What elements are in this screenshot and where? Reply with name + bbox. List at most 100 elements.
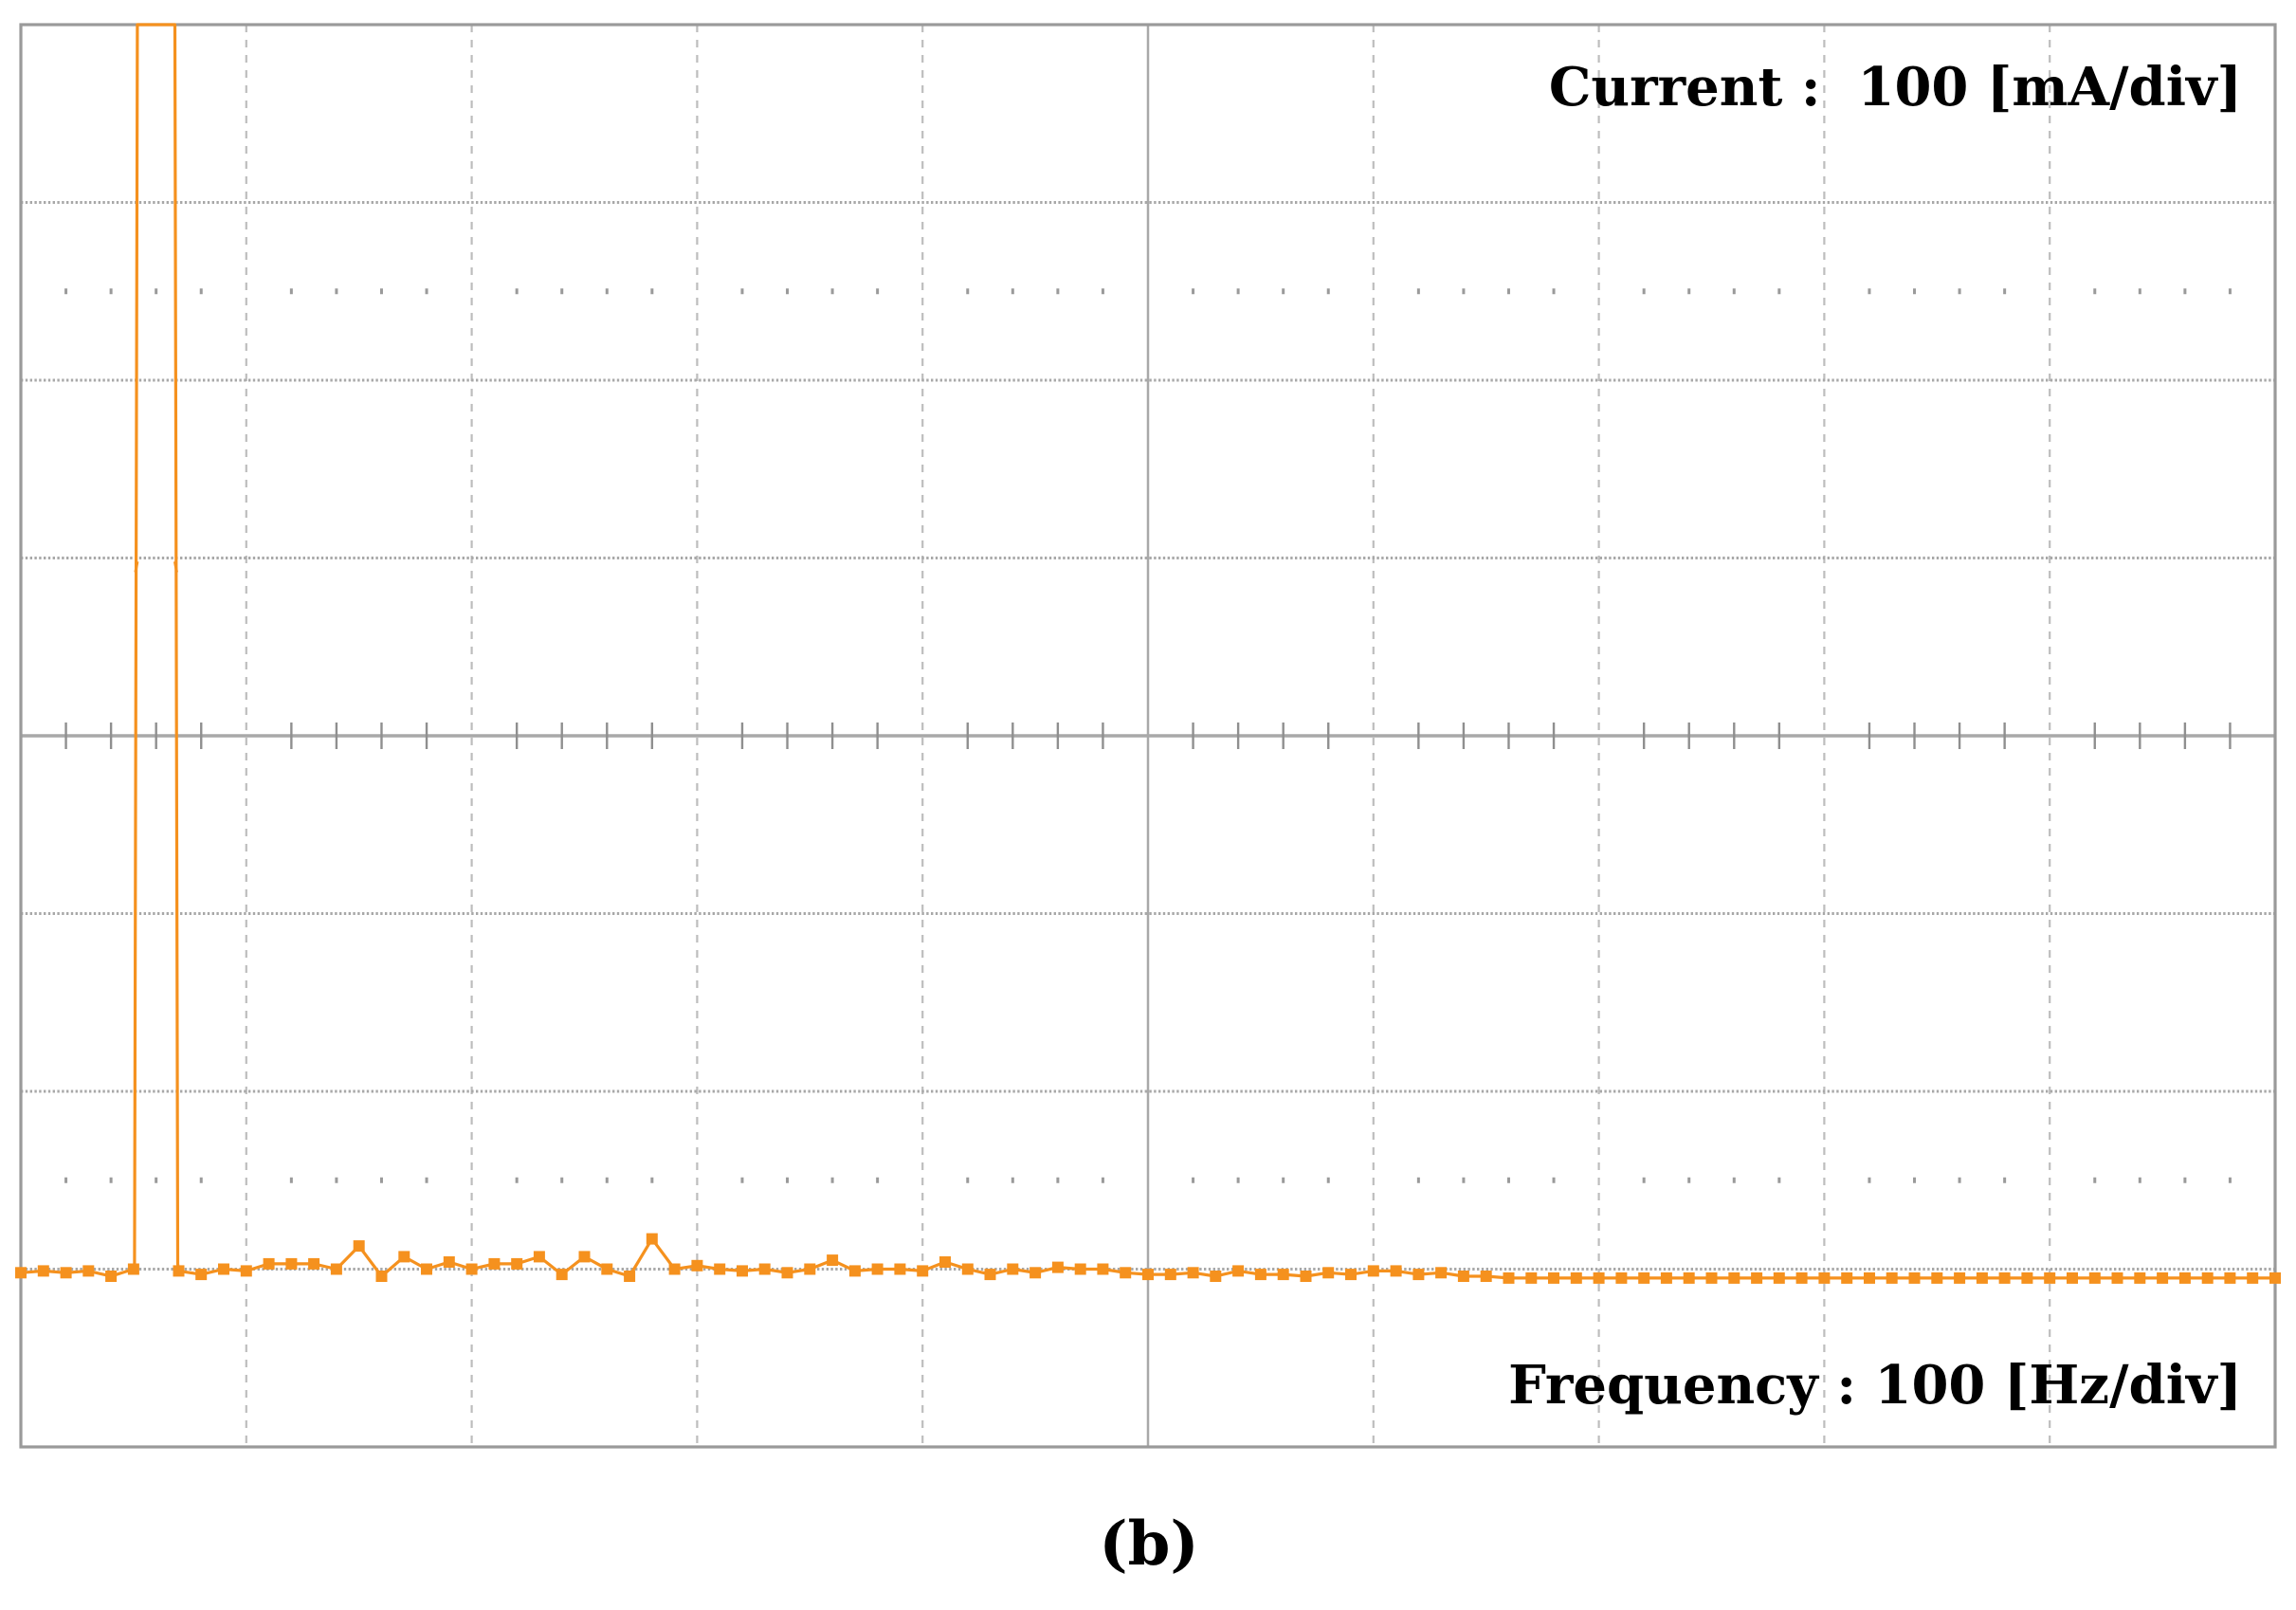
- trace-sample-point: [240, 1265, 252, 1277]
- plot-border: [19, 23, 2277, 1449]
- trace-sample-point: [2088, 1272, 2101, 1284]
- trace-sample-point: [961, 1263, 974, 1275]
- trace-sample-point: [1886, 1272, 1898, 1284]
- trace-sample-point: [1187, 1267, 1199, 1279]
- trace-sample-point: [2157, 1272, 2169, 1284]
- vertical-scale-label: Current : 100 [mA/div]: [1549, 56, 2242, 119]
- scope-grid: [21, 25, 2275, 1447]
- trace-sample-point: [1051, 1261, 1064, 1273]
- trace-sample-point: [1660, 1272, 1672, 1284]
- trace-sample-point: [1593, 1272, 1605, 1284]
- trace-sample-point: [1074, 1263, 1086, 1275]
- fundamental-edge-right: [173, 560, 178, 573]
- trace-sample-point: [691, 1259, 703, 1272]
- trace-sample-point: [1300, 1271, 1312, 1282]
- trace-sample-point: [1390, 1265, 1402, 1277]
- trace-sample-point: [871, 1263, 884, 1275]
- trace-sample-point: [398, 1251, 410, 1263]
- trace-sample-point: [1142, 1269, 1154, 1281]
- trace-sample-point: [1751, 1272, 1763, 1284]
- trace-sample-point: [1367, 1265, 1379, 1277]
- trace-sample-point: [1277, 1269, 1289, 1281]
- trace-sample-point: [1210, 1271, 1222, 1282]
- trace-sample-point: [353, 1240, 365, 1253]
- trace-sample-point: [2111, 1272, 2123, 1284]
- trace-sample-point: [533, 1251, 545, 1263]
- trace-sample-point: [1773, 1272, 1785, 1284]
- trace-sample-point: [1908, 1272, 1921, 1284]
- spectrum-trace: [15, 23, 2281, 1284]
- trace-sample-point: [984, 1269, 996, 1281]
- trace-sample-point: [1864, 1272, 1875, 1284]
- trace-sample-point: [1412, 1269, 1425, 1281]
- trace-sample-point: [443, 1256, 455, 1268]
- trace-sample-point: [465, 1263, 478, 1275]
- trace-sample-point: [2067, 1272, 2078, 1284]
- trace-sample-point: [1457, 1271, 1469, 1282]
- trace-sample-point: [714, 1263, 726, 1275]
- trace-sample-point: [848, 1265, 861, 1277]
- trace-sample-point: [263, 1257, 275, 1270]
- trace-sample-point: [511, 1257, 523, 1270]
- trace-sample-point: [578, 1251, 591, 1263]
- trace-sample-point: [308, 1257, 320, 1270]
- trace-sample-point: [488, 1257, 501, 1270]
- trace-sample-point: [1728, 1272, 1740, 1284]
- trace-sample-point: [37, 1265, 49, 1277]
- trace-sample-point: [421, 1263, 432, 1275]
- trace-sample-point: [2134, 1272, 2146, 1284]
- trace-sample-point: [939, 1256, 951, 1268]
- trace-sample-point: [737, 1265, 748, 1277]
- trace-sample-point: [2021, 1272, 2033, 1284]
- trace-sample-point: [173, 1265, 185, 1277]
- trace-sample-point: [1232, 1265, 1245, 1277]
- trace-sample-point: [330, 1263, 342, 1275]
- trace-sample-point: [1007, 1263, 1019, 1275]
- trace-sample-point: [60, 1267, 72, 1279]
- trace-sample-point: [1841, 1272, 1853, 1284]
- trace-sample-point: [1164, 1269, 1176, 1281]
- fundamental-edge-left: [134, 560, 139, 573]
- trace-sample-point: [375, 1271, 388, 1282]
- trace-sample-point: [2044, 1272, 2056, 1284]
- trace-sample-point: [2269, 1272, 2281, 1284]
- trace-sample-point: [105, 1271, 118, 1282]
- trace-sample-point: [1818, 1272, 1831, 1284]
- trace-sample-point: [804, 1263, 816, 1275]
- trace-sample-point: [1030, 1267, 1042, 1279]
- trace-sample-point: [2224, 1272, 2236, 1284]
- trace-sample-point: [82, 1265, 95, 1277]
- trace-sample-point: [1998, 1272, 2011, 1284]
- trace-sample-point: [1705, 1272, 1718, 1284]
- trace-sample-point: [1954, 1272, 1966, 1284]
- trace-sample-point: [1638, 1272, 1650, 1284]
- trace-sample-point: [668, 1263, 681, 1275]
- horizontal-scale-label: Frequency : 100 [Hz/div]: [1508, 1354, 2242, 1417]
- trace-sample-point: [1254, 1269, 1266, 1281]
- trace-sample-point: [1435, 1267, 1448, 1279]
- trace-sample-point: [2201, 1272, 2214, 1284]
- trace-sample-point: [1615, 1272, 1628, 1284]
- trace-sample-point: [2178, 1272, 2191, 1284]
- trace-sample-point: [646, 1233, 658, 1245]
- trace-sample-point: [127, 1263, 139, 1275]
- trace-sample-point: [758, 1263, 771, 1275]
- trace-sample-point: [1097, 1263, 1109, 1275]
- figure-caption: (b): [1099, 1509, 1198, 1580]
- trace-sample-point: [15, 1267, 27, 1279]
- trace-sample-point: [195, 1269, 208, 1281]
- trace-sample-point: [827, 1254, 839, 1267]
- trace-sample-point: [2247, 1272, 2259, 1284]
- trace-sample-point: [781, 1267, 793, 1279]
- trace-sample-point: [1795, 1272, 1808, 1284]
- trace-sample-point: [218, 1263, 229, 1275]
- trace-sample-point: [894, 1263, 906, 1275]
- trace-sample-point: [917, 1265, 929, 1277]
- trace-sample-point: [1345, 1269, 1357, 1281]
- trace-sample-point: [1931, 1272, 1943, 1284]
- trace-sample-point: [1120, 1267, 1132, 1279]
- trace-sample-point: [1525, 1272, 1538, 1284]
- trace-sample-point: [285, 1257, 298, 1270]
- trace-sample-point: [1976, 1272, 1988, 1284]
